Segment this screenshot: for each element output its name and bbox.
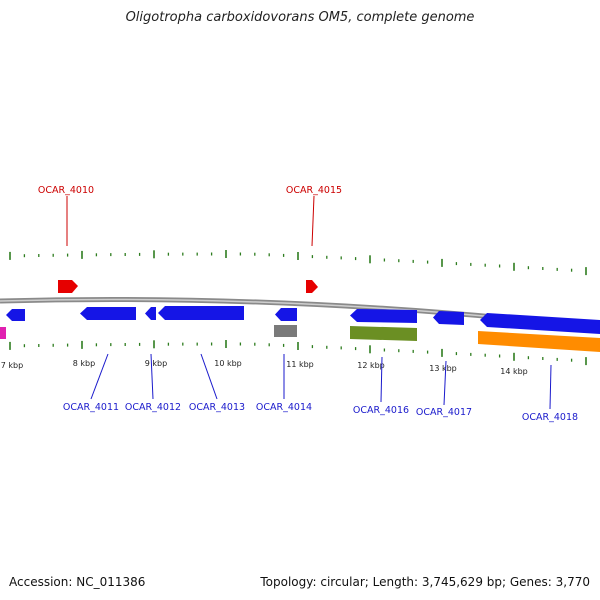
topology-text: Topology: circular; Length: 3,745,629 bp… [260, 575, 590, 589]
gene-ocar-4018-arrow[interactable] [480, 313, 600, 334]
gene-label-ocar-4012[interactable]: OCAR_4012 [125, 402, 181, 413]
inner-tick-track [9, 340, 587, 366]
accession-text: Accession: NC_011386 [9, 575, 146, 589]
gene-label-ocar-4010[interactable]: OCAR_4010 [38, 185, 94, 196]
scale-label-8kbp: 8 kbp [73, 359, 95, 368]
leader-ocar-4016 [380, 356, 383, 403]
gene-left-partial-magenta[interactable] [0, 327, 6, 339]
gene-ocar-4016-arrow[interactable] [350, 309, 417, 323]
gene-label-ocar-4018[interactable]: OCAR_4018 [522, 412, 578, 423]
scale-label-7kbp: 7 kbp [1, 361, 23, 370]
gene-label-ocar-4015[interactable]: OCAR_4015 [286, 185, 342, 196]
gene-ocar-4016-olive[interactable] [350, 326, 417, 341]
leader-ocar-4011 [90, 353, 109, 400]
map-title: Oligotropha carboxidovorans OM5, complet… [125, 10, 475, 25]
outer-tick-track [9, 250, 587, 276]
leader-ocar-4017 [443, 360, 447, 406]
leader-ocar-4012 [150, 353, 154, 400]
gene-ocar-4015-arrow[interactable] [306, 280, 318, 293]
leader-ocar-4015 [311, 195, 315, 247]
leader-ocar-4018 [549, 364, 552, 410]
scale-label-11kbp: 11 kbp [286, 360, 314, 369]
gene-label-ocar-4013[interactable]: OCAR_4013 [189, 402, 245, 413]
gene-left-partial-arrow[interactable] [6, 309, 25, 321]
gene-label-ocar-4011[interactable]: OCAR_4011 [63, 402, 119, 413]
scale-label-12kbp: 12 kbp [357, 361, 385, 370]
gene-label-ocar-4016[interactable]: OCAR_4016 [353, 405, 409, 416]
gene-ocar-4018-orange[interactable] [478, 331, 600, 352]
gene-label-ocar-4014[interactable]: OCAR_4014 [256, 402, 312, 413]
leader-ocar-4013 [200, 353, 218, 400]
gene-ocar-4011-arrow[interactable] [80, 307, 136, 320]
scale-label-10kbp: 10 kbp [214, 359, 242, 368]
scale-label-14kbp: 14 kbp [500, 367, 528, 376]
scale-label-9kbp: 9 kbp [145, 359, 167, 368]
gene-ocar-4012-arrow[interactable] [145, 307, 156, 320]
gene-ocar-4014-arrow[interactable] [275, 308, 297, 321]
gene-ocar-4014-gray[interactable] [274, 325, 297, 337]
gene-label-ocar-4017[interactable]: OCAR_4017 [416, 407, 472, 418]
gene-ocar-4010-arrow[interactable] [58, 280, 78, 293]
gene-ocar-4013-arrow[interactable] [158, 306, 244, 320]
scale-label-13kbp: 13 kbp [429, 364, 457, 373]
gene-ocar-4017-arrow[interactable] [433, 311, 464, 325]
